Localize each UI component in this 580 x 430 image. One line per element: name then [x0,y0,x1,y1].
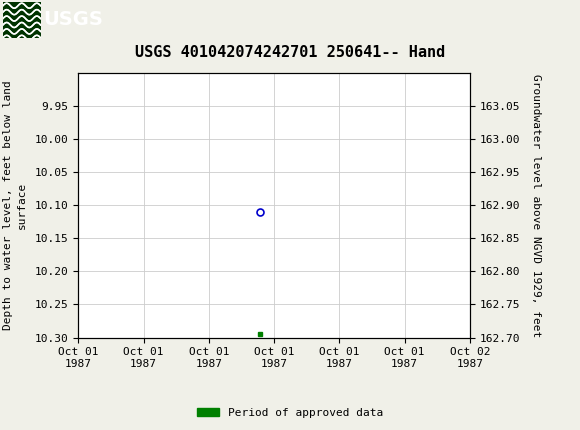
Text: USGS: USGS [44,10,103,30]
Y-axis label: Groundwater level above NGVD 1929, feet: Groundwater level above NGVD 1929, feet [531,74,541,337]
Y-axis label: Depth to water level, feet below land
surface: Depth to water level, feet below land su… [3,80,27,330]
Legend: Period of approved data: Period of approved data [193,403,387,422]
Text: USGS 401042074242701 250641-- Hand: USGS 401042074242701 250641-- Hand [135,45,445,60]
